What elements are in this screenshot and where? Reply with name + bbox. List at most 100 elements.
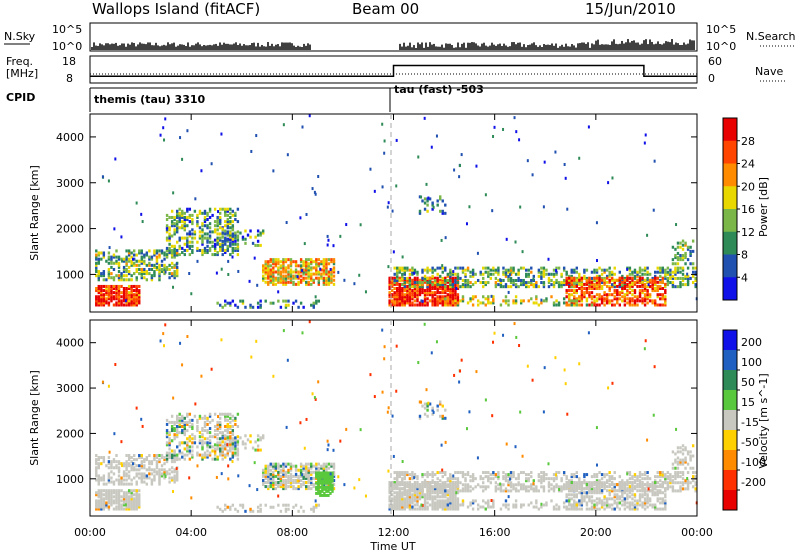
velocity-cell — [264, 472, 267, 476]
velocity-cell — [130, 482, 133, 486]
velocity-cell — [552, 487, 556, 491]
power-cell — [301, 125, 304, 129]
power-cell — [148, 257, 151, 261]
power-cell — [507, 299, 510, 303]
power-cell — [451, 289, 455, 293]
power-cell — [388, 293, 391, 297]
power-cell — [600, 297, 604, 301]
power-cell — [216, 215, 219, 219]
power-cell — [140, 267, 143, 271]
velocity-cell — [175, 420, 179, 424]
power-cell — [664, 291, 667, 295]
power-cell — [322, 262, 326, 266]
power-cell — [676, 241, 680, 245]
velocity-cell — [191, 427, 194, 431]
velocity-cell — [504, 487, 508, 491]
velocity-cell — [398, 507, 401, 511]
velocity-cell — [446, 501, 450, 505]
power-cell — [416, 293, 419, 297]
velocity-cell — [105, 505, 108, 509]
velocity-cell — [428, 491, 432, 495]
velocity-cell — [178, 431, 181, 435]
velocity-cell — [494, 487, 498, 491]
velocity-cell — [216, 433, 219, 437]
velocity-cell — [469, 479, 472, 483]
velocity-cell — [236, 457, 240, 461]
velocity-cell — [117, 503, 121, 507]
power-cell — [433, 284, 437, 288]
power-cell — [633, 276, 637, 280]
velocity-cell — [130, 466, 133, 470]
power-cell — [631, 270, 634, 274]
power-cell — [310, 258, 313, 262]
power-cell — [479, 270, 482, 274]
velocity-cell — [421, 495, 424, 499]
power-cell — [132, 249, 136, 253]
power-cell — [279, 272, 283, 276]
power-cell — [173, 232, 176, 236]
velocity-cell — [213, 451, 217, 455]
power-cell — [646, 270, 649, 274]
velocity-cell — [322, 462, 326, 466]
velocity-cell — [679, 487, 682, 491]
velocity-cell — [127, 497, 131, 501]
power-cell — [115, 274, 118, 278]
velocity-cell — [560, 485, 563, 489]
power-cell — [178, 207, 181, 211]
power-cell — [175, 213, 179, 217]
velocity-cell — [97, 507, 100, 511]
velocity-cell — [509, 485, 513, 489]
power-cell — [633, 291, 637, 295]
velocity-cell — [398, 505, 401, 509]
power-cell — [590, 280, 594, 284]
power-cell — [676, 266, 680, 270]
power-cell — [170, 265, 174, 269]
power-cell — [608, 266, 611, 270]
power-cell — [456, 293, 460, 297]
velocity-cell — [165, 457, 169, 461]
velocity-cell — [170, 470, 174, 474]
power-cell — [413, 287, 417, 290]
velocity-cell — [110, 476, 113, 480]
power-cell — [676, 251, 680, 255]
power-cell — [231, 242, 235, 246]
power-cell — [95, 297, 98, 301]
power-cell — [403, 289, 407, 293]
power-cell — [661, 295, 664, 299]
power-cell — [633, 299, 637, 303]
power-cell — [449, 299, 452, 303]
velocity-cell — [573, 473, 576, 477]
power-cell — [122, 278, 126, 282]
power-cell — [108, 246, 111, 250]
power-cell — [570, 293, 573, 297]
velocity-cell — [565, 499, 568, 503]
velocity-cell — [403, 471, 407, 475]
power-cell — [413, 285, 417, 289]
power-cell — [504, 283, 508, 287]
velocity-cell — [522, 487, 525, 491]
power-cell — [671, 276, 675, 280]
power-cell — [173, 228, 176, 232]
velocity-cell — [423, 501, 427, 505]
power-cell — [272, 274, 275, 278]
velocity-cell — [527, 473, 530, 477]
power-cell — [439, 284, 442, 288]
velocity-cell — [274, 481, 278, 485]
power-cell — [112, 303, 116, 307]
power-cell — [393, 291, 396, 295]
power-cell — [444, 299, 447, 303]
power-cell — [593, 270, 596, 274]
power-cell — [218, 218, 222, 222]
velocity-cell — [388, 507, 391, 511]
velocity-cell — [330, 464, 333, 468]
velocity-cell — [213, 443, 217, 447]
velocity-cell — [267, 468, 270, 472]
velocity-cell — [403, 485, 407, 489]
power-cell — [226, 222, 229, 226]
power-cell — [499, 283, 503, 287]
velocity-cell — [239, 503, 242, 507]
power-cell — [522, 278, 525, 282]
power-cell — [398, 282, 401, 286]
colorbar-tick-label: 8 — [741, 249, 748, 262]
power-cell — [314, 192, 317, 196]
